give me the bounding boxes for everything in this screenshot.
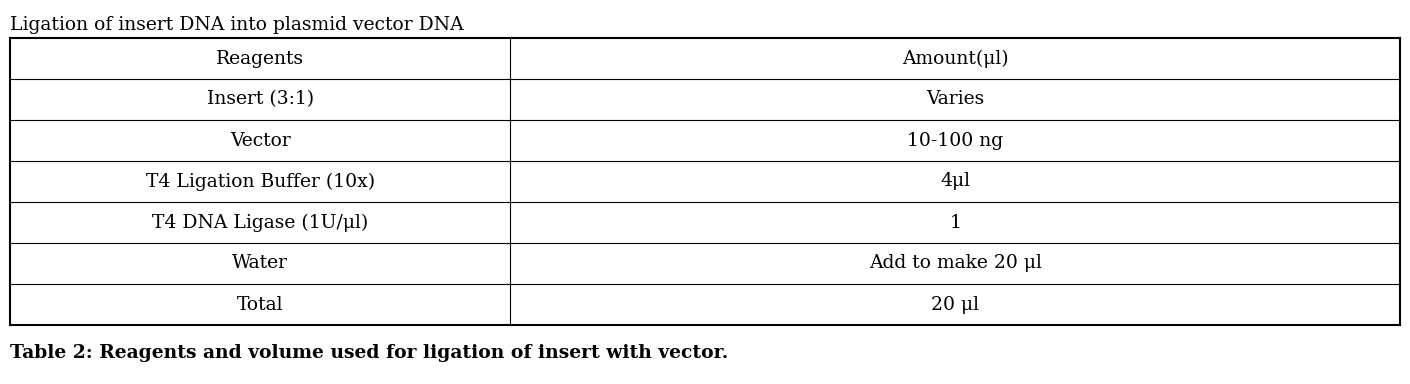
Text: Total: Total (237, 296, 283, 313)
Text: Reagents: Reagents (216, 50, 305, 68)
Text: Ligation of insert DNA into plasmid vector DNA: Ligation of insert DNA into plasmid vect… (10, 16, 464, 34)
Text: 10-100 ng: 10-100 ng (907, 131, 1004, 149)
Text: Table 2: Reagents and volume used for ligation of insert with vector.: Table 2: Reagents and volume used for li… (10, 344, 728, 362)
Text: Amount(μl): Amount(μl) (902, 50, 1008, 68)
Text: Vector: Vector (230, 131, 290, 149)
Text: Varies: Varies (926, 91, 984, 109)
Text: 20 μl: 20 μl (931, 296, 979, 313)
Text: T4 DNA Ligase (1U/μl): T4 DNA Ligase (1U/μl) (152, 214, 368, 232)
Text: 1: 1 (949, 214, 962, 232)
Text: T4 Ligation Buffer (10x): T4 Ligation Buffer (10x) (145, 172, 375, 190)
Text: 4μl: 4μl (940, 172, 970, 190)
Text: Add to make 20 μl: Add to make 20 μl (869, 255, 1042, 273)
Text: Insert (3:1): Insert (3:1) (207, 91, 314, 109)
Text: Water: Water (233, 255, 288, 273)
